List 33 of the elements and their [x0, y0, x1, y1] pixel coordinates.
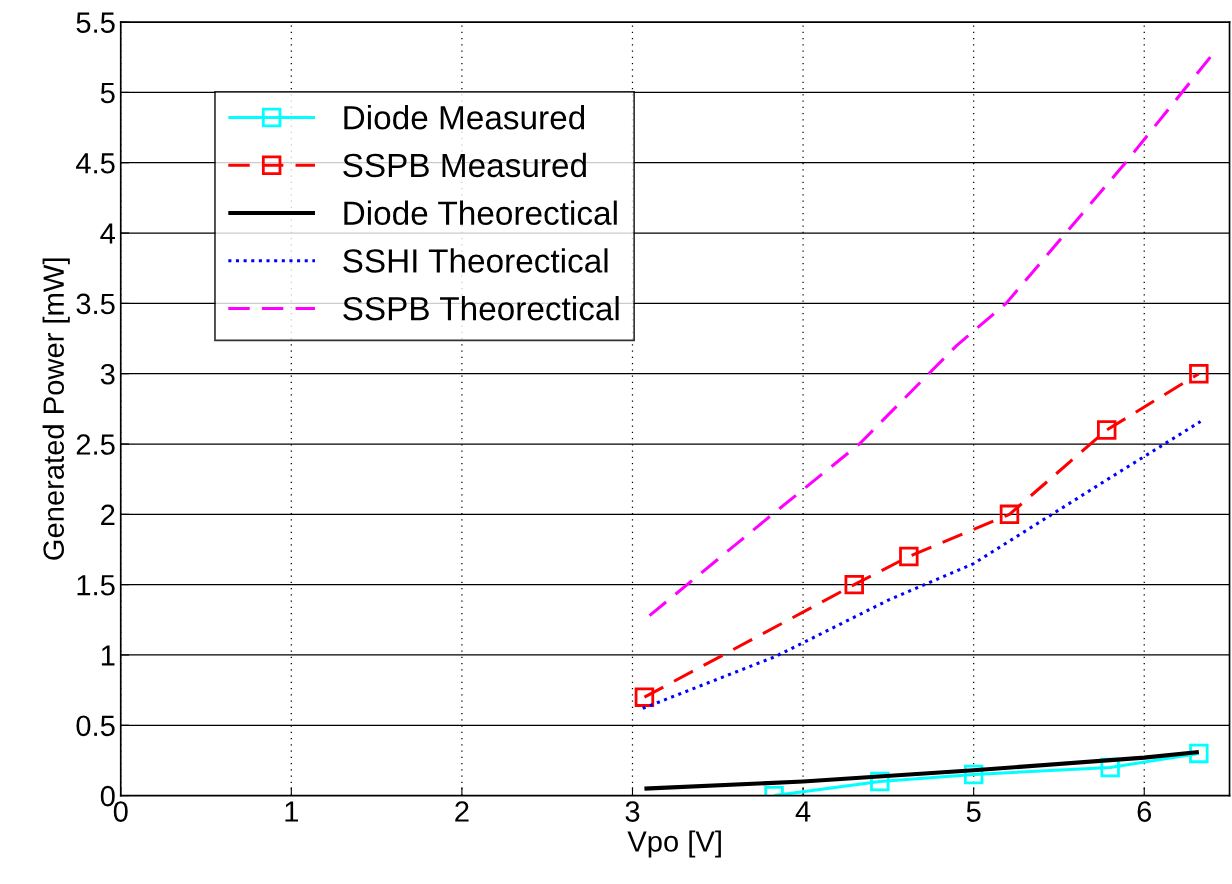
x-tick-label: 4: [795, 801, 811, 822]
legend-label: SSHI Theorectical: [343, 248, 608, 273]
legend-label: SSPB Theorectical: [343, 296, 619, 321]
y-tick-label: 2.5: [76, 434, 115, 455]
y-tick-label: 0: [100, 785, 115, 807]
x-tick-label: 6: [1137, 801, 1152, 822]
y-tick-label: 1.5: [77, 575, 115, 596]
x-tick-label: 5: [966, 801, 981, 822]
y-tick-label: 3: [100, 363, 115, 385]
y-tick-label: 4: [100, 223, 116, 244]
y-tick-label: 0.5: [76, 715, 115, 737]
point: [963, 764, 984, 785]
legend-label: SSPB Measured: [343, 152, 586, 178]
y-tick-label: 5: [100, 82, 115, 104]
point: [1096, 420, 1117, 440]
y-axis-title: Generated Power [mW]: [42, 258, 70, 560]
point: [844, 574, 864, 595]
y-tick-label: 5.5: [76, 12, 115, 33]
legend-label: Diode Measured: [344, 105, 585, 130]
y-tick-label: 3.5: [76, 293, 115, 315]
point: [1189, 363, 1209, 384]
point: [999, 504, 1020, 525]
y-tick-label: 2: [101, 504, 115, 525]
x-tick-label: 3: [625, 801, 640, 822]
point: [1189, 743, 1209, 764]
point: [634, 687, 655, 707]
point: [899, 546, 919, 567]
y-tick-label: 1: [101, 645, 115, 666]
y-tick-label: 4.5: [76, 153, 115, 174]
x-axis-title: Vpo [V]: [627, 830, 721, 858]
legend-label: Diode Theorectical: [344, 200, 617, 226]
x-tick-label: 1: [285, 801, 299, 822]
x-tick-label: 2: [455, 801, 469, 822]
